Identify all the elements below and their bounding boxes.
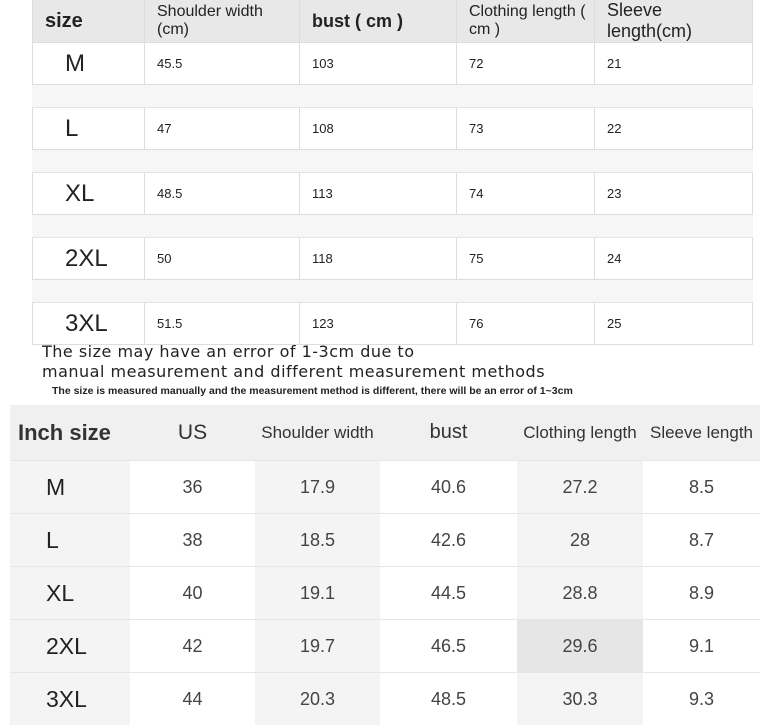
cm-size-table: size Shoulder width (cm) bust ( cm ) Clo… xyxy=(32,0,753,345)
size-cell: XL xyxy=(10,567,130,619)
header-cell: bust xyxy=(429,421,468,443)
table-row: 3XL 44 20.3 48.5 30.3 9.3 xyxy=(10,672,760,725)
value-cell: 28.8 xyxy=(517,567,643,619)
value-cell: 118 xyxy=(300,238,457,279)
table-row: M 36 17.9 40.6 27.2 8.5 xyxy=(10,460,760,513)
note-line-1: The size may have an error of 1-3cm due … xyxy=(42,342,415,361)
value-cell: 44.5 xyxy=(430,582,467,603)
value-cell: 9.1 xyxy=(688,635,715,656)
table-row: 2XL 42 19.7 46.5 29.6 9.1 xyxy=(10,619,760,672)
value-cell: 25 xyxy=(595,303,753,344)
value-cell: 50 xyxy=(145,238,300,279)
value-cell: 19.7 xyxy=(255,620,380,672)
value-cell: 22 xyxy=(595,108,753,149)
size-cell: L xyxy=(10,514,130,566)
value-cell: 75 xyxy=(457,238,595,279)
table-row: M 45.5 103 72 21 xyxy=(32,43,753,85)
table-row: L 47 108 73 22 xyxy=(32,108,753,150)
value-cell: 40.6 xyxy=(430,476,467,497)
note-line-2: manual measurement and different measure… xyxy=(42,362,546,381)
table-row: XL 48.5 113 74 23 xyxy=(32,173,753,215)
row-separator xyxy=(32,280,753,303)
value-cell: 51.5 xyxy=(145,303,300,344)
value-cell: 46.5 xyxy=(430,635,467,656)
value-cell: 8.9 xyxy=(688,582,715,603)
value-cell: 21 xyxy=(595,43,753,84)
header-cell: Shoulder width (cm) xyxy=(145,0,300,42)
header-cell: Clothing length ( cm ) xyxy=(457,0,595,42)
value-cell: 44 xyxy=(182,688,203,709)
row-separator xyxy=(32,215,753,238)
inch-table-header: Inch size US Shoulder width bust Clothin… xyxy=(10,405,760,460)
header-cell: Inch size xyxy=(18,419,111,445)
table-row: L 38 18.5 42.6 28 8.7 xyxy=(10,513,760,566)
value-cell: 8.7 xyxy=(688,529,715,550)
value-cell: 8.5 xyxy=(688,476,715,497)
value-cell: 76 xyxy=(457,303,595,344)
size-cell: M xyxy=(32,43,145,84)
size-cell: 2XL xyxy=(10,620,130,672)
size-cell: M xyxy=(10,461,130,513)
value-cell: 20.3 xyxy=(255,673,380,725)
value-cell: 29.6 xyxy=(517,620,643,672)
value-cell: 36 xyxy=(182,476,203,497)
cm-table-header: size Shoulder width (cm) bust ( cm ) Clo… xyxy=(32,0,753,43)
header-cell: Shoulder width xyxy=(261,422,374,442)
value-cell: 73 xyxy=(457,108,595,149)
value-cell: 30.3 xyxy=(517,673,643,725)
inch-size-table: Inch size US Shoulder width bust Clothin… xyxy=(10,405,760,725)
row-separator xyxy=(32,150,753,173)
header-cell: Clothing length xyxy=(523,422,637,442)
value-cell: 17.9 xyxy=(255,461,380,513)
header-cell: bust ( cm ) xyxy=(300,0,457,42)
size-cell: L xyxy=(32,108,145,149)
value-cell: 38 xyxy=(182,529,203,550)
note-line-3: The size is measured manually and the me… xyxy=(52,385,573,397)
header-cell: Sleeve length(cm) xyxy=(595,0,753,42)
value-cell: 9.3 xyxy=(688,688,715,709)
value-cell: 42.6 xyxy=(430,529,467,550)
value-cell: 24 xyxy=(595,238,753,279)
value-cell: 103 xyxy=(300,43,457,84)
value-cell: 40 xyxy=(182,582,203,603)
row-separator xyxy=(32,85,753,108)
header-cell: US xyxy=(177,420,208,444)
table-row: 2XL 50 118 75 24 xyxy=(32,238,753,280)
value-cell: 28 xyxy=(517,514,643,566)
size-cell: 3XL xyxy=(32,303,145,344)
table-row: XL 40 19.1 44.5 28.8 8.9 xyxy=(10,566,760,619)
value-cell: 72 xyxy=(457,43,595,84)
header-cell: size xyxy=(32,0,145,42)
value-cell: 47 xyxy=(145,108,300,149)
size-cell: XL xyxy=(32,173,145,214)
value-cell: 48.5 xyxy=(430,688,467,709)
size-cell: 2XL xyxy=(32,238,145,279)
table-row: 3XL 51.5 123 76 25 xyxy=(32,303,753,345)
value-cell: 45.5 xyxy=(145,43,300,84)
header-cell: Sleeve length xyxy=(649,422,754,442)
value-cell: 18.5 xyxy=(255,514,380,566)
value-cell: 23 xyxy=(595,173,753,214)
size-cell: 3XL xyxy=(10,673,130,725)
value-cell: 19.1 xyxy=(255,567,380,619)
value-cell: 42 xyxy=(182,635,203,656)
value-cell: 27.2 xyxy=(517,461,643,513)
value-cell: 123 xyxy=(300,303,457,344)
value-cell: 108 xyxy=(300,108,457,149)
value-cell: 74 xyxy=(457,173,595,214)
value-cell: 113 xyxy=(300,173,457,214)
value-cell: 48.5 xyxy=(145,173,300,214)
